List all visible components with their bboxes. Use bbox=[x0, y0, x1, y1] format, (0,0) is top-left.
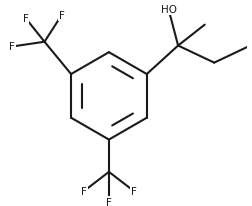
Text: HO: HO bbox=[160, 5, 176, 15]
Text: F: F bbox=[22, 14, 28, 24]
Text: F: F bbox=[106, 197, 111, 206]
Text: F: F bbox=[9, 42, 15, 52]
Text: F: F bbox=[81, 186, 87, 196]
Text: F: F bbox=[130, 186, 136, 196]
Text: F: F bbox=[58, 11, 64, 21]
